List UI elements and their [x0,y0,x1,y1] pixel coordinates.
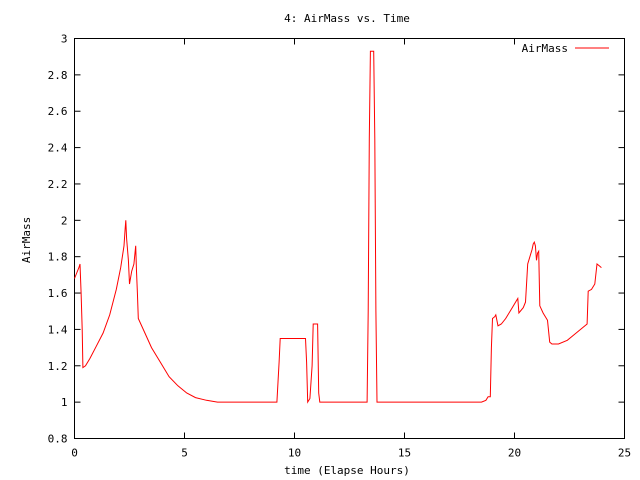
legend: AirMass [522,42,609,55]
x-axis-label: time (Elapse Hours) [284,464,410,477]
x-tick-label: 10 [288,447,301,460]
x-tick-label: 0 [71,447,78,460]
legend-label-airmass: AirMass [522,42,568,55]
y-tick-label: 2.8 [48,69,68,82]
y-tick-label: 1 [61,396,68,409]
y-tick-label: 2.2 [48,178,68,191]
plot-frame [74,38,625,439]
y-axis-label: AirMass [20,217,33,263]
y-tick-label: 1.2 [48,360,68,373]
y-tick-label: 0.8 [48,433,68,446]
y-tick-label: 1.8 [48,251,68,264]
y-tick-labels: 0.8 1 1.2 1.4 1.6 1.8 2 2.2 2.4 2.6 2.8 3 [48,33,68,446]
x-tick-labels: 0 5 10 15 20 25 [71,447,631,460]
x-tick-label: 20 [508,447,521,460]
y-tick-label: 1.6 [48,287,68,300]
series-line-airmass [74,50,602,404]
x-tick-label: 25 [618,447,631,460]
y-tick-label: 3 [61,33,68,46]
y-tick-label: 1.4 [48,323,68,336]
x-tick-label: 5 [181,447,188,460]
x-tick-label: 15 [398,447,411,460]
chart-title: 4: AirMass vs. Time [284,12,410,25]
y-tick-label: 2.6 [48,105,68,118]
axis-ticks [74,38,625,439]
y-tick-label: 2 [61,214,68,227]
y-tick-label: 2.4 [48,142,68,155]
